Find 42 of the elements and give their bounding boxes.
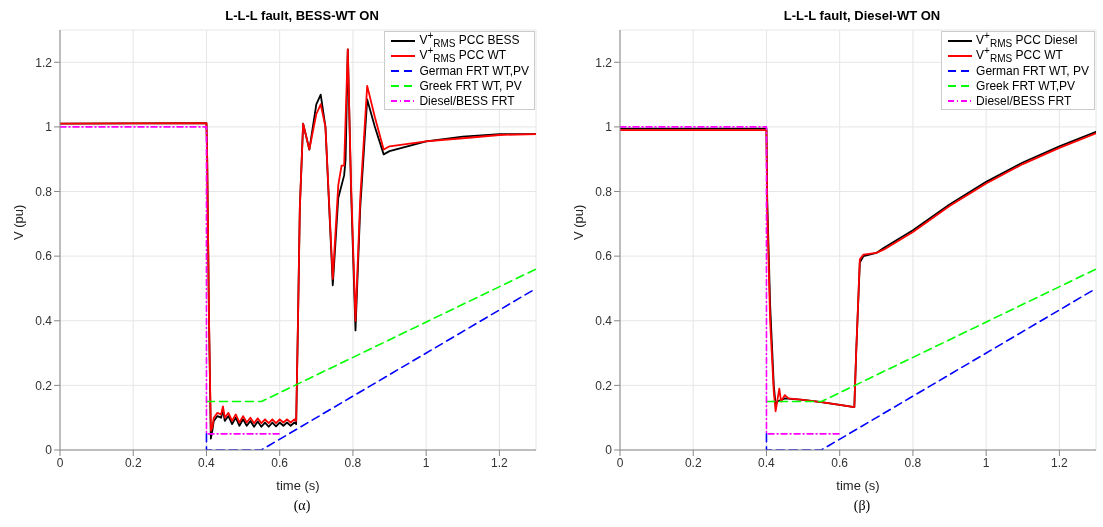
legend-label: Diesel/BESS FRT — [976, 93, 1072, 108]
legend-label: Greek FRT WT,PV — [976, 78, 1075, 93]
x-tick-label: 0.6 — [271, 455, 289, 470]
chart-title: L-L-L fault, Diesel-WT ON — [782, 8, 942, 25]
x-tick-label: 0.4 — [198, 455, 216, 470]
y-tick-label: 0.4 — [595, 314, 613, 329]
y-tick-label: 0.8 — [35, 184, 53, 199]
chart-title: L-L-L fault, BESS-WT ON — [224, 8, 380, 25]
x-tick-label: 1.2 — [1051, 455, 1069, 470]
y-axis-title: V (pu) — [570, 204, 586, 240]
x-tick-label: 1 — [422, 455, 430, 470]
x-tick-label: 1 — [982, 455, 990, 470]
y-tick-label: 0.8 — [595, 184, 613, 199]
x-tick-label: 1.2 — [491, 455, 509, 470]
text: (β) — [852, 498, 872, 514]
y-tick-label: 0 — [605, 443, 613, 458]
y-tick-label: 0 — [45, 443, 53, 458]
y-tick-label: 0.4 — [35, 314, 53, 329]
x-tick-label: 0.2 — [684, 455, 702, 470]
x-axis-title: time (s) — [276, 478, 320, 493]
x-tick-label: 0.6 — [831, 455, 849, 470]
y-tick-label: 0.6 — [35, 249, 53, 264]
legend-label: Greek FRT WT, PV — [419, 78, 522, 93]
y-tick-label: 0.2 — [595, 378, 613, 393]
x-axis-title: time (s) — [836, 478, 880, 493]
y-tick-label: 0.6 — [595, 249, 613, 264]
legend-label: German FRT WT,PV — [419, 63, 529, 78]
x-tick-label: 0.2 — [124, 455, 142, 470]
y-tick-label: 1 — [45, 120, 53, 135]
y-tick-label: 1.2 — [35, 55, 53, 70]
x-tick-label: 0 — [56, 455, 64, 470]
x-tick-label: 0 — [616, 455, 624, 470]
y-tick-label: 1 — [605, 120, 613, 135]
x-tick-label: 0.8 — [344, 455, 362, 470]
y-tick-label: 1.2 — [595, 55, 613, 70]
legend-label: Diesel/BESS FRT — [419, 93, 515, 108]
text: (α) — [292, 498, 312, 514]
y-tick-label: 0.2 — [35, 378, 53, 393]
x-tick-label: 0.4 — [758, 455, 776, 470]
x-tick-label: 0.8 — [904, 455, 922, 470]
y-axis-title: V (pu) — [10, 204, 26, 240]
legend-label: German FRT WT, PV — [976, 63, 1089, 78]
